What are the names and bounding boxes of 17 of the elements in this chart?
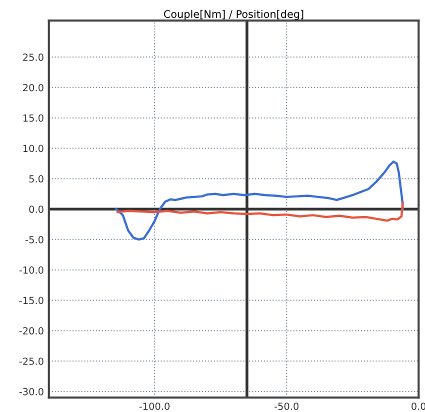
y-tick-label: 5.0 [29,175,44,183]
y-tick-label: 25.0 [23,54,44,61]
y-tick-label: 15.0 [23,114,44,122]
line-series [115,160,404,241]
y-tick-label: 20.0 [23,84,44,92]
y-tick-label: -15.0 [19,296,44,304]
y-tick-label: -5.0 [26,236,44,244]
line-series [116,202,404,222]
y-tick-label: 10.0 [23,144,44,152]
y-tick-label: -25.0 [19,358,44,365]
y-tick-label: -10.0 [19,266,44,274]
x-tick-label: -50.0 [274,402,299,410]
chart-title: Couple[Nm] / Position[deg] [164,10,304,20]
y-tick-label: 0.0 [29,206,44,213]
x-tick-label: -100.0 [139,402,170,410]
y-tick-label: -20.0 [19,327,44,335]
y-tick-label: -30.0 [19,388,44,396]
